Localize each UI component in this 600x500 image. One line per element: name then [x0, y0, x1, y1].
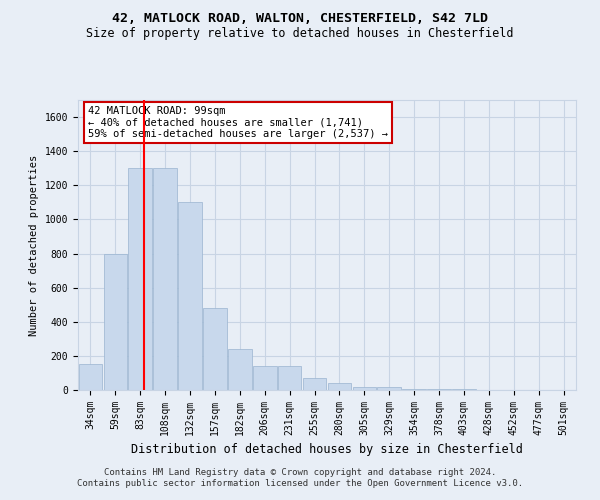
Bar	[328, 383, 351, 390]
Y-axis label: Number of detached properties: Number of detached properties	[29, 154, 39, 336]
Bar	[278, 366, 301, 390]
Bar	[154, 168, 177, 390]
Bar	[128, 168, 152, 390]
Bar	[377, 388, 401, 390]
Text: Size of property relative to detached houses in Chesterfield: Size of property relative to detached ho…	[86, 28, 514, 40]
X-axis label: Distribution of detached houses by size in Chesterfield: Distribution of detached houses by size …	[131, 444, 523, 456]
Text: Contains HM Land Registry data © Crown copyright and database right 2024.
Contai: Contains HM Land Registry data © Crown c…	[77, 468, 523, 487]
Bar	[178, 202, 202, 390]
Bar	[228, 349, 251, 390]
Bar	[79, 364, 102, 390]
Text: 42, MATLOCK ROAD, WALTON, CHESTERFIELD, S42 7LD: 42, MATLOCK ROAD, WALTON, CHESTERFIELD, …	[112, 12, 488, 26]
Bar	[203, 308, 227, 390]
Text: 42 MATLOCK ROAD: 99sqm
← 40% of detached houses are smaller (1,741)
59% of semi-: 42 MATLOCK ROAD: 99sqm ← 40% of detached…	[88, 106, 388, 139]
Bar	[303, 378, 326, 390]
Bar	[403, 388, 426, 390]
Bar	[104, 254, 127, 390]
Bar	[253, 366, 277, 390]
Bar	[353, 386, 376, 390]
Bar	[427, 389, 451, 390]
